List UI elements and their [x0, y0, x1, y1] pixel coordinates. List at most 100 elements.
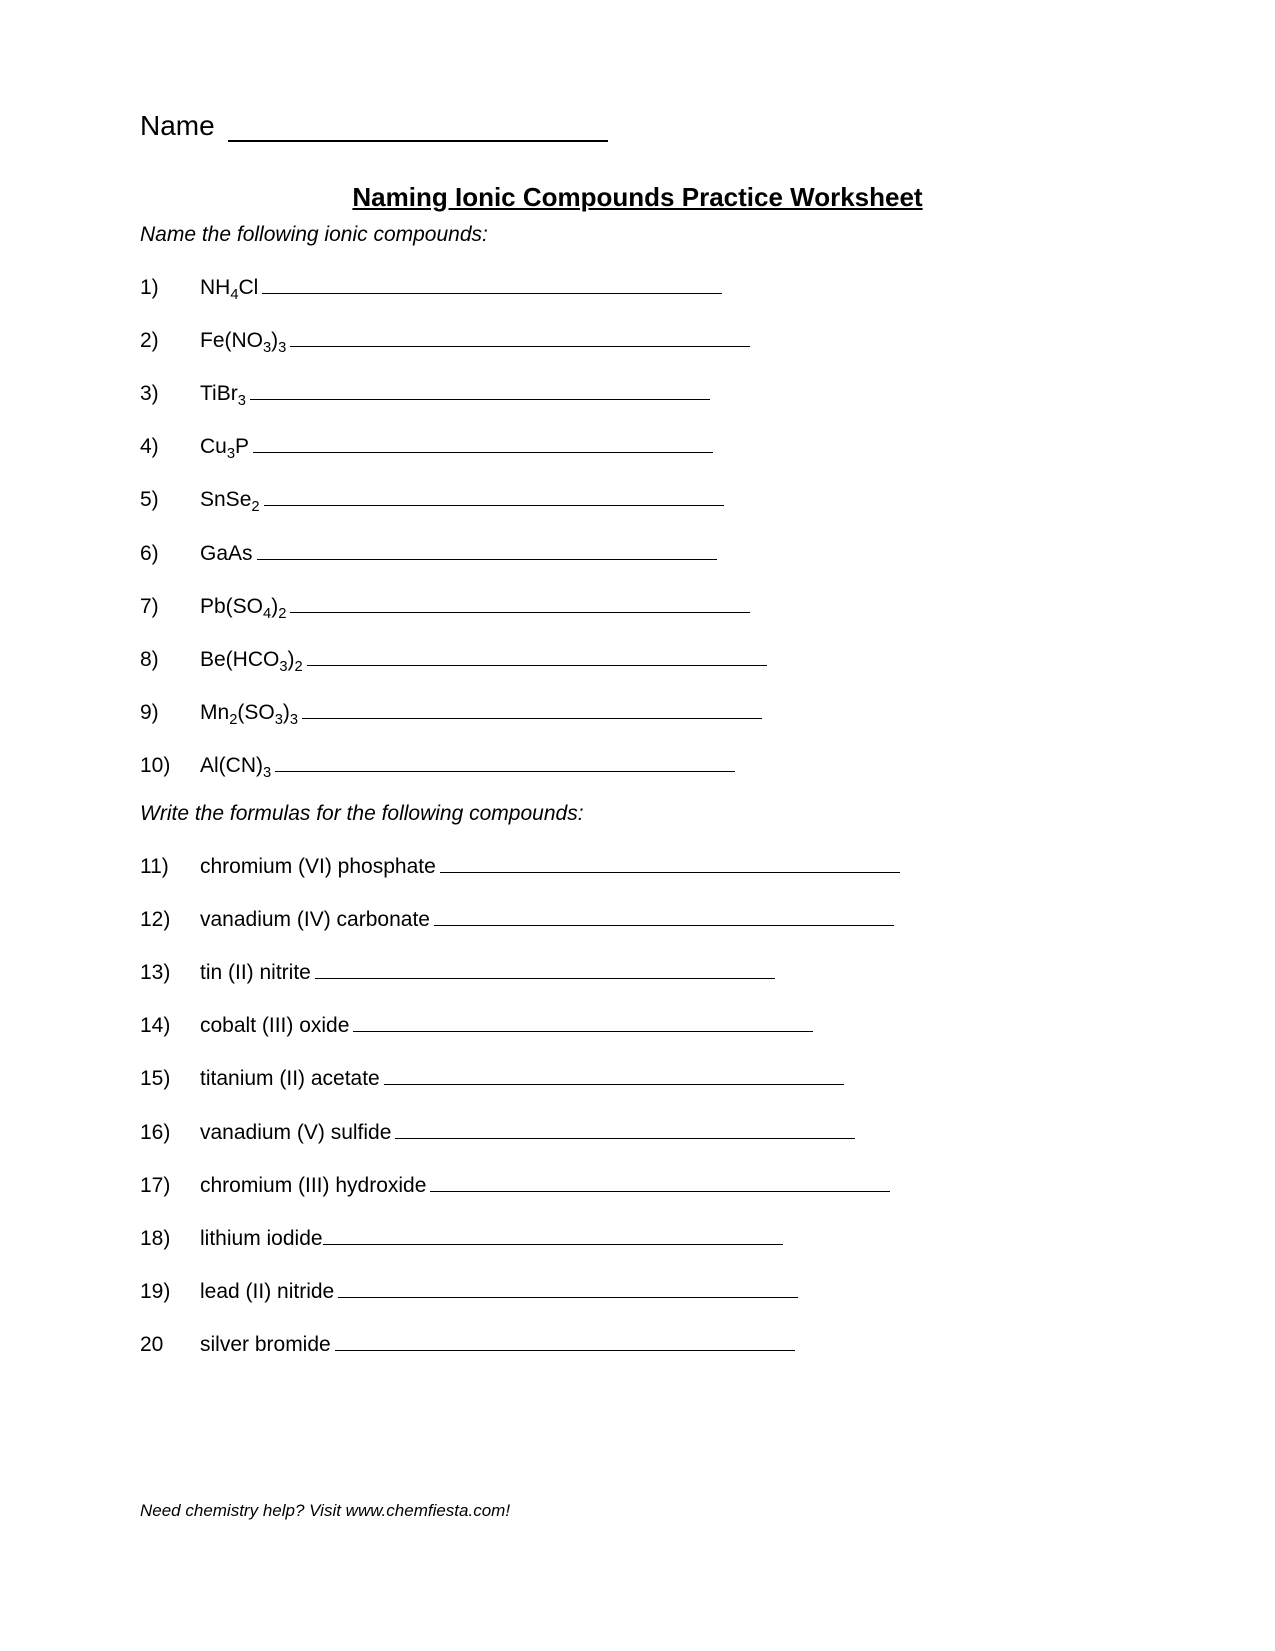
- name-blank-line[interactable]: [228, 140, 608, 142]
- answer-blank[interactable]: [290, 590, 750, 613]
- question-row: 6)GaAs: [140, 536, 1135, 565]
- question-body: GaAs: [200, 536, 1135, 565]
- compound-name: lithium iodide: [200, 1227, 323, 1251]
- question-number: 17): [140, 1174, 200, 1198]
- answer-blank[interactable]: [384, 1062, 844, 1085]
- question-body: vanadium (V) sulfide: [200, 1115, 1135, 1144]
- question-number: 1): [140, 276, 200, 300]
- question-row: 13)tin (II) nitrite: [140, 956, 1135, 985]
- question-number: 16): [140, 1121, 200, 1145]
- question-number: 2): [140, 329, 200, 353]
- answer-blank[interactable]: [395, 1115, 855, 1138]
- answer-blank[interactable]: [253, 430, 713, 453]
- question-row: 1)NH4Cl: [140, 271, 1135, 300]
- compound-name: titanium (II) acetate: [200, 1067, 380, 1091]
- answer-blank[interactable]: [323, 1222, 783, 1245]
- question-body: lead (II) nitride: [200, 1275, 1135, 1304]
- chemical-formula: Fe(NO3)3: [200, 329, 286, 353]
- question-body: Cu3P: [200, 430, 1135, 459]
- section2-instruction: Write the formulas for the following com…: [140, 802, 1135, 826]
- question-body: titanium (II) acetate: [200, 1062, 1135, 1091]
- answer-blank[interactable]: [262, 271, 722, 294]
- question-number: 19): [140, 1280, 200, 1304]
- compound-name: vanadium (V) sulfide: [200, 1121, 391, 1145]
- question-row: 7)Pb(SO4)2: [140, 590, 1135, 619]
- chemical-formula: TiBr3: [200, 382, 246, 406]
- answer-blank[interactable]: [257, 536, 717, 559]
- chemical-formula: Pb(SO4)2: [200, 595, 286, 619]
- chemical-formula: GaAs: [200, 542, 253, 566]
- question-body: TiBr3: [200, 377, 1135, 406]
- question-body: NH4Cl: [200, 271, 1135, 300]
- question-body: cobalt (III) oxide: [200, 1009, 1135, 1038]
- question-number: 10): [140, 754, 200, 778]
- answer-blank[interactable]: [335, 1328, 795, 1351]
- question-row: 17)chromium (III) hydroxide: [140, 1169, 1135, 1198]
- question-number: 14): [140, 1014, 200, 1038]
- answer-blank[interactable]: [338, 1275, 798, 1298]
- question-number: 11): [140, 855, 200, 879]
- answer-blank[interactable]: [250, 377, 710, 400]
- chemical-formula: NH4Cl: [200, 276, 258, 300]
- answer-blank[interactable]: [264, 483, 724, 506]
- question-number: 18): [140, 1227, 200, 1251]
- question-body: SnSe2: [200, 483, 1135, 512]
- question-row: 9)Mn2(SO3)3: [140, 696, 1135, 725]
- answer-blank[interactable]: [290, 324, 750, 347]
- question-row: 4)Cu3P: [140, 430, 1135, 459]
- question-number: 13): [140, 961, 200, 985]
- answer-blank[interactable]: [315, 956, 775, 979]
- name-field-row: Name: [140, 110, 1135, 142]
- answer-blank[interactable]: [353, 1009, 813, 1032]
- question-number: 6): [140, 542, 200, 566]
- question-row: 8)Be(HCO3)2: [140, 643, 1135, 672]
- section2-list: 11)chromium (VI) phosphate 12)vanadium (…: [140, 850, 1135, 1357]
- footer-text: Need chemistry help? Visit www.chemfiest…: [140, 1501, 510, 1521]
- compound-name: tin (II) nitrite: [200, 961, 311, 985]
- question-number: 7): [140, 595, 200, 619]
- question-number: 9): [140, 701, 200, 725]
- chemical-formula: Al(CN)3: [200, 754, 271, 778]
- question-row: 5)SnSe2: [140, 483, 1135, 512]
- chemical-formula: SnSe2: [200, 488, 260, 512]
- answer-blank[interactable]: [275, 749, 735, 772]
- compound-name: lead (II) nitride: [200, 1280, 334, 1304]
- compound-name: chromium (III) hydroxide: [200, 1174, 426, 1198]
- section1-instruction: Name the following ionic compounds:: [140, 223, 1135, 247]
- question-number: 12): [140, 908, 200, 932]
- question-row: 2)Fe(NO3)3: [140, 324, 1135, 353]
- question-body: vanadium (IV) carbonate: [200, 903, 1135, 932]
- answer-blank[interactable]: [307, 643, 767, 666]
- question-row: 16)vanadium (V) sulfide: [140, 1115, 1135, 1144]
- question-body: chromium (VI) phosphate: [200, 850, 1135, 879]
- question-number: 3): [140, 382, 200, 406]
- question-body: tin (II) nitrite: [200, 956, 1135, 985]
- question-body: Fe(NO3)3: [200, 324, 1135, 353]
- question-number: 4): [140, 435, 200, 459]
- question-body: Be(HCO3)2: [200, 643, 1135, 672]
- question-row: 18)lithium iodide: [140, 1222, 1135, 1251]
- question-body: Pb(SO4)2: [200, 590, 1135, 619]
- chemical-formula: Be(HCO3)2: [200, 648, 303, 672]
- compound-name: silver bromide: [200, 1333, 331, 1357]
- question-row: 14)cobalt (III) oxide: [140, 1009, 1135, 1038]
- question-number: 15): [140, 1067, 200, 1091]
- compound-name: cobalt (III) oxide: [200, 1014, 349, 1038]
- question-body: silver bromide: [200, 1328, 1135, 1357]
- chemical-formula: Mn2(SO3)3: [200, 701, 298, 725]
- question-row: 20silver bromide: [140, 1328, 1135, 1357]
- question-row: 3)TiBr3: [140, 377, 1135, 406]
- answer-blank[interactable]: [302, 696, 762, 719]
- answer-blank[interactable]: [440, 850, 900, 873]
- question-row: 19)lead (II) nitride: [140, 1275, 1135, 1304]
- compound-name: chromium (VI) phosphate: [200, 855, 436, 879]
- question-row: 11)chromium (VI) phosphate: [140, 850, 1135, 879]
- section1-list: 1)NH4Cl 2)Fe(NO3)3 3)TiBr3 4)Cu3P 5)SnSe…: [140, 271, 1135, 778]
- question-body: lithium iodide: [200, 1222, 1135, 1251]
- answer-blank[interactable]: [430, 1169, 890, 1192]
- question-number: 8): [140, 648, 200, 672]
- question-body: chromium (III) hydroxide: [200, 1169, 1135, 1198]
- answer-blank[interactable]: [434, 903, 894, 926]
- compound-name: vanadium (IV) carbonate: [200, 908, 430, 932]
- question-row: 15)titanium (II) acetate: [140, 1062, 1135, 1091]
